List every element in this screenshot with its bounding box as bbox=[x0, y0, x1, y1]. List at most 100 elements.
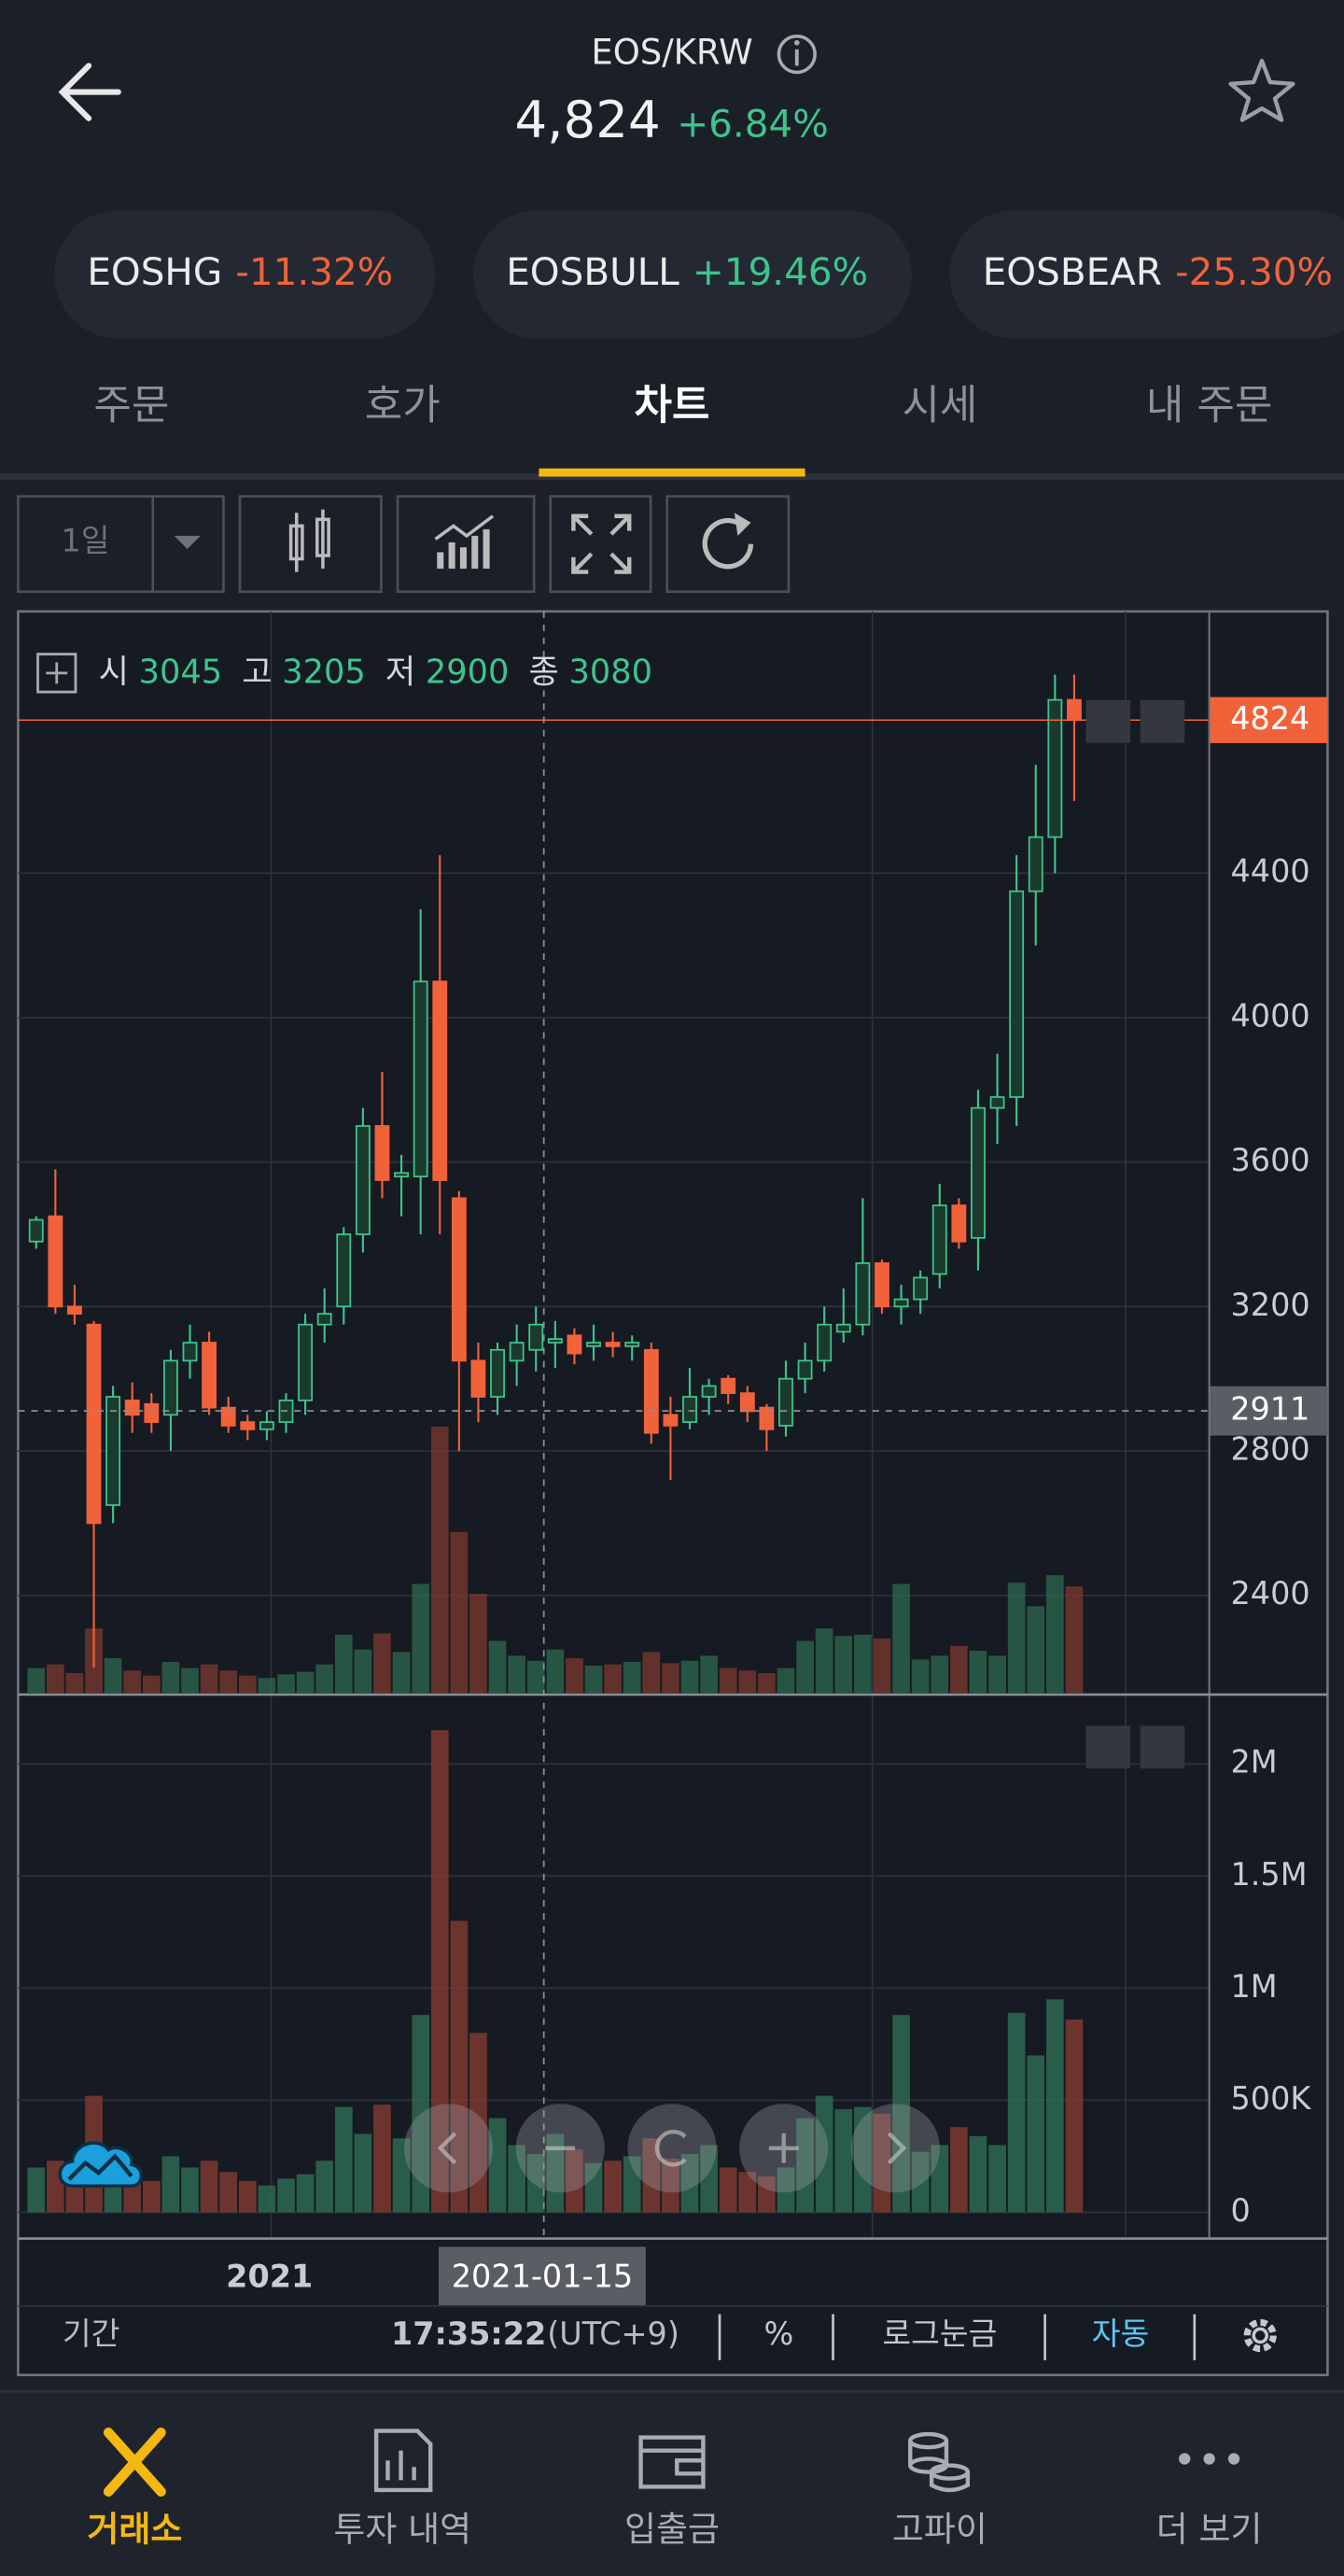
nav-label[interactable]: 더 보기 bbox=[1156, 2509, 1263, 2549]
nav-icons bbox=[103, 2428, 1240, 2497]
candle-body bbox=[413, 980, 428, 1177]
candle-body bbox=[893, 1298, 909, 1308]
volume-overlay-bar bbox=[604, 1664, 622, 1694]
volume-overlay-bar bbox=[258, 1678, 276, 1694]
tabs: 주문 호가 차트 시세 내 주문 bbox=[93, 382, 1272, 429]
chip[interactable] bbox=[472, 210, 913, 339]
crosshair-price-box bbox=[1209, 1386, 1328, 1436]
candle-body bbox=[759, 1406, 775, 1430]
percent-toggle[interactable]: % bbox=[764, 2316, 794, 2352]
tab[interactable]: 차트 bbox=[635, 382, 710, 429]
volume-overlay-bar bbox=[526, 1660, 545, 1694]
chart-navigation bbox=[404, 2104, 940, 2193]
volume-bar bbox=[450, 1921, 469, 2213]
candle-body bbox=[817, 1323, 833, 1362]
candle-body bbox=[855, 1262, 871, 1326]
volume-overlay-bar bbox=[47, 1664, 64, 1694]
refresh-button[interactable] bbox=[665, 495, 791, 594]
settings-icon[interactable] bbox=[1243, 2318, 1277, 2353]
candle-body bbox=[355, 1125, 371, 1235]
interval-select[interactable] bbox=[17, 495, 225, 594]
zoom-out[interactable] bbox=[515, 2104, 605, 2193]
volume-bar bbox=[27, 2167, 46, 2213]
log-scale-toggle[interactable]: 로그눈금 bbox=[882, 2316, 997, 2352]
nav-left[interactable] bbox=[404, 2104, 494, 2193]
y-tick-label: 2800 bbox=[1231, 1431, 1310, 1468]
candle-button[interactable] bbox=[238, 495, 383, 594]
period-label[interactable]: 기간 bbox=[63, 2316, 120, 2352]
related-chips: EOSHG -11.32% EOSBULL +19.46% EOSBEAR -25.30% bbox=[54, 210, 1344, 339]
nav-right[interactable] bbox=[850, 2104, 940, 2193]
tab[interactable]: 주문 bbox=[93, 382, 169, 429]
nav-label[interactable]: 입출금 bbox=[624, 2509, 720, 2549]
nav-label[interactable]: 투자 내역 bbox=[333, 2509, 471, 2549]
chip-change: -25.30% bbox=[1175, 249, 1333, 294]
candle-body bbox=[470, 1359, 486, 1398]
volume-tick-label: 0 bbox=[1231, 2192, 1251, 2229]
bottom-nav bbox=[0, 2391, 1344, 2576]
volume-bar bbox=[488, 2118, 507, 2213]
volume-overlay-bar bbox=[123, 1670, 142, 1694]
fullscreen-button[interactable] bbox=[549, 495, 652, 594]
chip[interactable] bbox=[949, 210, 1344, 339]
volume-bar bbox=[719, 2167, 737, 2213]
candle-body bbox=[259, 1421, 274, 1430]
volume-overlay-bar bbox=[566, 1658, 583, 1694]
back-button[interactable] bbox=[58, 63, 121, 121]
volume-bar bbox=[161, 2156, 180, 2213]
reset[interactable] bbox=[627, 2104, 717, 2193]
candle-body bbox=[86, 1323, 102, 1525]
header-change: +6.84% bbox=[677, 102, 828, 147]
nav-label[interactable]: 거래소 bbox=[87, 2509, 182, 2549]
y-tick-label: 3600 bbox=[1231, 1142, 1310, 1178]
volume-bar bbox=[354, 2133, 372, 2213]
chip-text: EOSBEAR -25.30% bbox=[983, 249, 1333, 294]
cloud-icon[interactable] bbox=[58, 2141, 144, 2189]
volume-bar bbox=[296, 2174, 315, 2213]
volume-bar bbox=[181, 2167, 199, 2213]
volume-overlay-bar bbox=[200, 1664, 218, 1694]
volume-overlay-bar bbox=[854, 1634, 872, 1694]
y-tick-label: 4000 bbox=[1231, 997, 1310, 1034]
crosshair-date-label: 2021-01-15 bbox=[452, 2258, 633, 2294]
chip[interactable] bbox=[54, 210, 436, 339]
candle-body bbox=[1067, 698, 1082, 722]
candle-body bbox=[1047, 698, 1063, 838]
volume-bar bbox=[508, 2145, 525, 2213]
axes: 2400 2800 3200 3600 4000 4400 0 500K 1M 1.5M 2M 482… bbox=[18, 697, 1328, 2306]
nav-label[interactable]: 고파이 bbox=[892, 2509, 987, 2549]
candle-body bbox=[624, 1342, 640, 1347]
volume-bar bbox=[873, 2113, 891, 2213]
ohlc-label: 종 bbox=[529, 654, 559, 692]
zoom-in[interactable] bbox=[739, 2104, 829, 2193]
chart-footer: 기간 17:35:22 (UTC+9) % 로그눈금 자동 bbox=[63, 2314, 1277, 2360]
volume-overlay-bar bbox=[815, 1628, 833, 1694]
candle-body bbox=[778, 1377, 793, 1427]
volume-overlay-bar bbox=[584, 1665, 603, 1694]
chip-change: +19.46% bbox=[693, 249, 868, 294]
info-icon[interactable] bbox=[777, 34, 817, 75]
favorite-star[interactable] bbox=[1228, 58, 1295, 122]
volume-bar bbox=[1046, 1999, 1064, 2213]
volume-bar bbox=[469, 2033, 487, 2213]
volume-bar bbox=[642, 2138, 661, 2213]
tab[interactable]: 호가 bbox=[365, 382, 441, 429]
candle-body bbox=[1009, 890, 1025, 1098]
volume-overlay-bar bbox=[969, 1651, 987, 1694]
candle-body bbox=[913, 1276, 929, 1301]
auto-toggle[interactable]: 자동 bbox=[1092, 2316, 1150, 2352]
candle-body bbox=[28, 1218, 44, 1243]
volume-overlay-bar bbox=[1007, 1583, 1026, 1694]
tab[interactable]: 내 주문 bbox=[1146, 382, 1272, 429]
pane-icons bbox=[1085, 699, 1185, 1769]
volume-overlay-bar bbox=[623, 1662, 641, 1694]
volume-overlay-bar bbox=[104, 1658, 122, 1694]
tab[interactable]: 시세 bbox=[902, 382, 977, 429]
volume-overlay-bar bbox=[662, 1663, 679, 1694]
last-price-box bbox=[1209, 697, 1328, 743]
volume-overlay-bar bbox=[392, 1652, 411, 1694]
indicator-button[interactable] bbox=[396, 495, 536, 594]
chip-name: EOSBULL bbox=[506, 249, 679, 294]
candle-body bbox=[739, 1392, 755, 1413]
candle-body bbox=[336, 1233, 352, 1308]
